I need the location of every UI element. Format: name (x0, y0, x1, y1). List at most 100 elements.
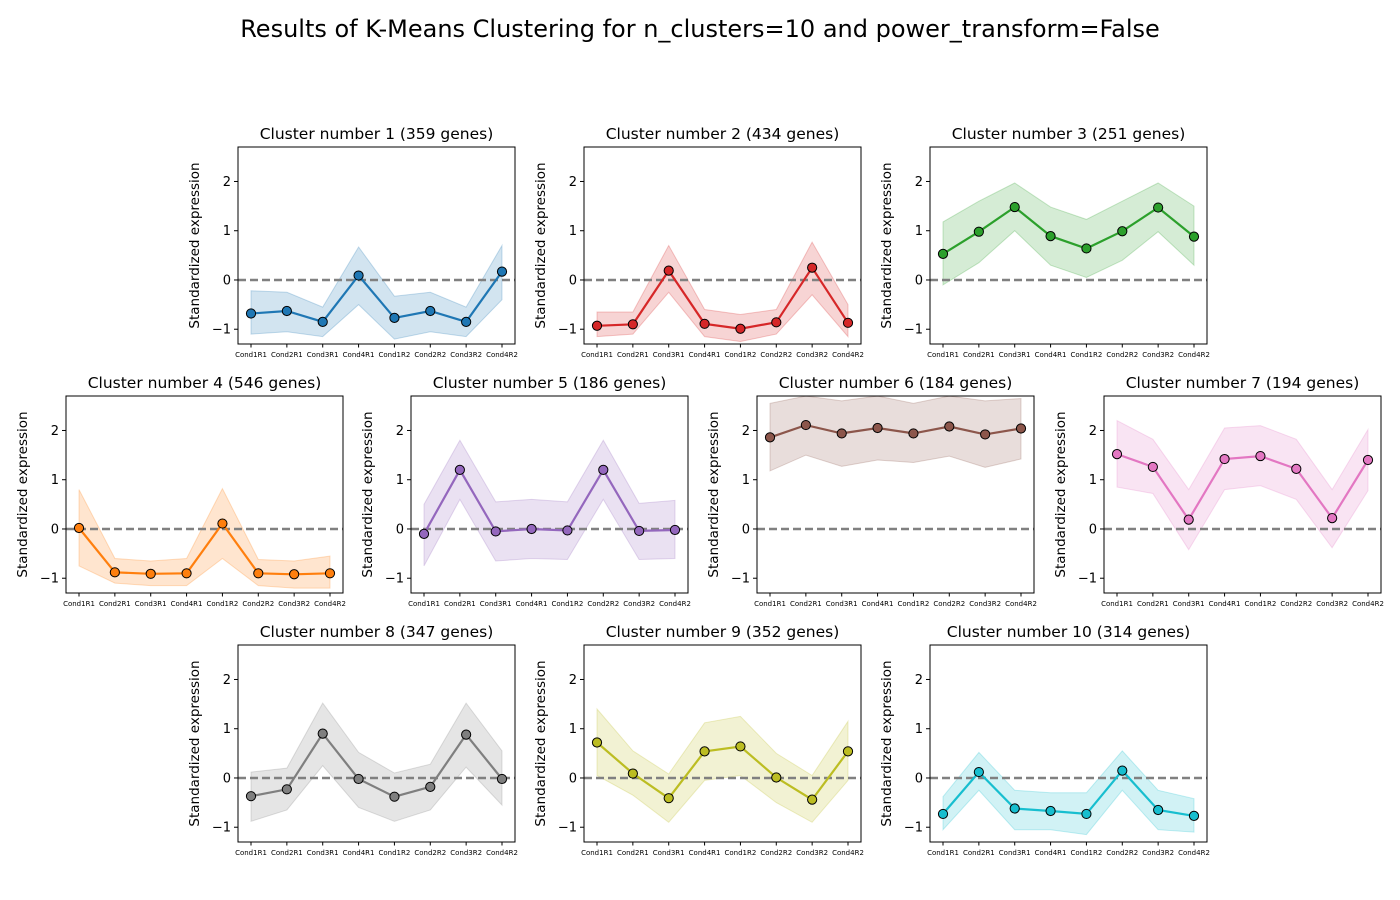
x-tick-label: Cond2R1 (99, 600, 131, 608)
data-point (699, 746, 710, 757)
y-axis-label: Standardized expression (187, 162, 203, 328)
x-tick-label: Cond3R2 (1142, 351, 1174, 359)
x-tick-label: Cond1R1 (235, 351, 267, 359)
data-point (317, 316, 328, 327)
data-point (764, 432, 776, 443)
data-point (1362, 454, 1374, 466)
data-point (245, 791, 257, 802)
series-line (942, 205, 1195, 255)
data-point (418, 528, 430, 540)
x-tick-label: Cond3R1 (653, 351, 685, 359)
range-band (942, 182, 1195, 286)
axes-frame (410, 395, 689, 594)
x-tick-label: Cond4R1 (1209, 600, 1241, 608)
x-tick-label: Cond1R1 (754, 600, 786, 608)
data-point (389, 791, 400, 802)
data-point (807, 794, 818, 805)
x-tick-label: Cond1R1 (408, 600, 440, 608)
data-point (908, 428, 919, 439)
y-tick-label: −1 (1078, 572, 1097, 587)
data-point (842, 317, 854, 328)
data-point (317, 728, 328, 739)
data-point (1188, 810, 1200, 821)
x-tick-label: Cond1R1 (927, 351, 959, 359)
y-tick-label: 0 (396, 522, 404, 537)
x-tick-label: Cond3R2 (796, 849, 828, 857)
x-tick-label: Cond2R2 (760, 351, 792, 359)
y-axis-label: Standardized expression (879, 660, 895, 826)
cluster-panel: −1 0 1 2 Cond1R1 Cond2R1 Cond3R1 Cond4R1 Cond1R2… (533, 125, 864, 359)
series-line (769, 423, 1022, 439)
y-tick-label: 1 (742, 473, 750, 488)
x-tick-label: Cond1R2 (725, 849, 757, 857)
cluster-panel: −1 0 1 2 Cond1R1 Cond2R1 Cond3R1 Cond4R1 Cond1R2… (15, 374, 346, 608)
x-tick-label: Cond3R2 (450, 849, 482, 857)
y-tick-label: 1 (915, 722, 923, 737)
axes-frame (1103, 395, 1382, 594)
data-point (842, 746, 854, 757)
y-tick-label: 0 (569, 273, 577, 288)
data-point (699, 318, 710, 329)
y-tick-label: −1 (385, 572, 404, 587)
panel-title: Cluster number 8 (347 genes) (260, 623, 494, 641)
x-tick-label: Cond4R2 (659, 600, 691, 608)
x-tick-label: Cond2R2 (242, 600, 274, 608)
y-tick-label: 1 (1089, 473, 1097, 488)
y-tick-label: 2 (569, 673, 577, 688)
y-tick-label: 0 (223, 771, 231, 786)
range-band (596, 707, 849, 823)
y-tick-label: 2 (1089, 424, 1097, 439)
x-tick-label: Cond4R2 (832, 849, 864, 857)
data-point (181, 568, 192, 579)
x-tick-label: Cond2R2 (933, 600, 965, 608)
y-tick-label: 1 (396, 473, 404, 488)
range-band (1116, 419, 1369, 551)
y-tick-label: 0 (569, 771, 577, 786)
y-tick-label: −1 (558, 323, 577, 338)
data-point (627, 768, 638, 779)
x-tick-label: Cond1R1 (581, 849, 613, 857)
y-tick-label: 2 (396, 424, 404, 439)
data-point (496, 773, 508, 785)
cluster-panel: −1 0 1 2 Cond1R1 Cond2R1 Cond3R1 Cond4R1 Cond1R2… (706, 374, 1037, 608)
data-point (1045, 231, 1056, 242)
x-tick-label: Cond4R1 (516, 600, 548, 608)
series-line (596, 741, 849, 802)
data-point (1111, 449, 1123, 460)
data-point (1219, 453, 1230, 465)
series-line (942, 768, 1195, 817)
x-tick-label: Cond4R1 (862, 600, 894, 608)
data-point (461, 316, 472, 327)
range-band (250, 243, 503, 340)
data-point (425, 781, 436, 792)
series-line (250, 731, 503, 798)
data-point (496, 266, 508, 277)
y-axis-label: Standardized expression (706, 411, 722, 577)
x-tick-label: Cond1R2 (1071, 351, 1103, 359)
x-tick-label: Cond3R2 (1316, 600, 1348, 608)
x-tick-label: Cond3R2 (1142, 849, 1174, 857)
figure-title: Results of K-Means Clustering for n_clus… (240, 15, 1160, 43)
y-tick-label: 0 (51, 522, 59, 537)
data-point (1117, 765, 1128, 776)
data-point (217, 518, 228, 529)
y-tick-label: 2 (223, 673, 231, 688)
data-point (872, 422, 883, 434)
data-point (253, 568, 264, 579)
axes-frame (929, 146, 1208, 345)
data-point (800, 419, 811, 431)
data-point (980, 429, 991, 440)
data-point (598, 464, 609, 475)
data-point (490, 526, 501, 537)
x-tick-label: Cond1R2 (552, 600, 584, 608)
x-tick-label: Cond3R1 (480, 600, 512, 608)
data-point (461, 729, 472, 740)
data-point (109, 567, 120, 578)
y-tick-label: 0 (1089, 522, 1097, 537)
panel-title: Cluster number 2 (434 genes) (606, 125, 840, 143)
axes-frame (237, 644, 516, 843)
y-tick-label: 1 (223, 722, 231, 737)
x-tick-label: Cond1R2 (1245, 600, 1277, 608)
x-tick-label: Cond1R2 (379, 351, 411, 359)
x-tick-label: Cond3R2 (796, 351, 828, 359)
